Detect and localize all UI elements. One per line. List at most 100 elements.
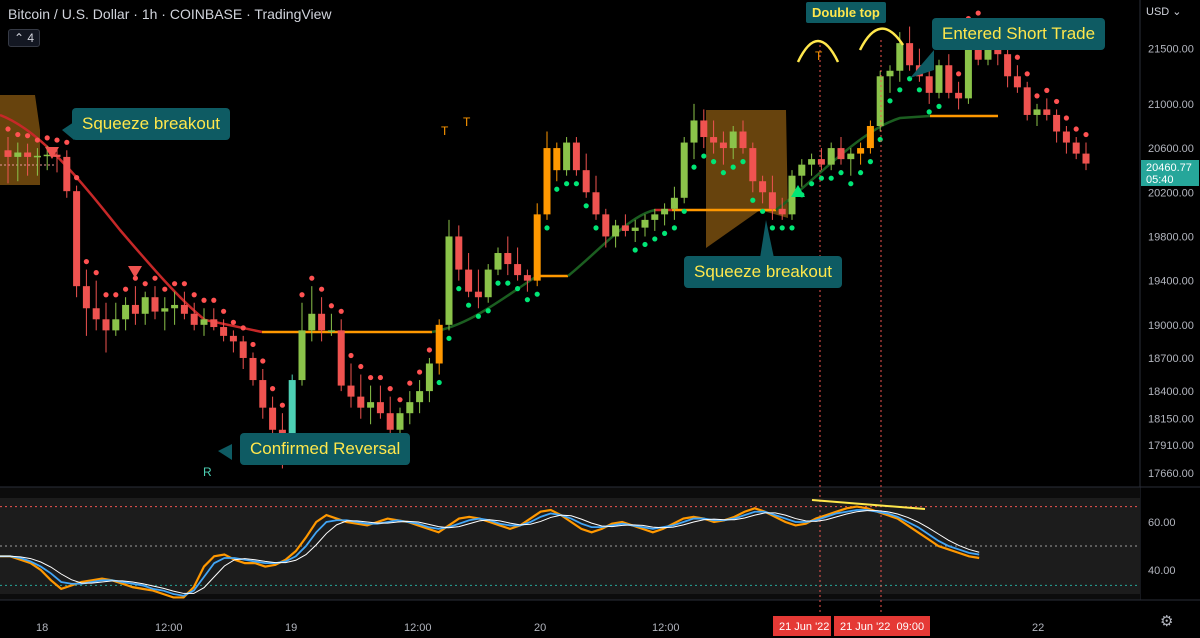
double-top-label: Double top bbox=[806, 2, 886, 23]
callout-entered-short-trade: Entered Short Trade bbox=[932, 18, 1106, 50]
trail-dot bbox=[544, 225, 550, 231]
candle-body bbox=[641, 219, 649, 228]
candle-body bbox=[112, 319, 120, 331]
trail-dot bbox=[426, 347, 432, 353]
trail-dot bbox=[417, 369, 423, 375]
candle-body bbox=[210, 319, 218, 328]
candle-body bbox=[729, 131, 737, 149]
candle-body bbox=[269, 407, 277, 430]
chart-header[interactable]: Bitcoin / U.S. Dollar · 1h · COINBASE · … bbox=[8, 6, 331, 22]
candle-body bbox=[396, 413, 404, 430]
candle-body bbox=[533, 214, 541, 281]
callout-squeeze-breakout-right: Squeeze breakout bbox=[684, 256, 842, 288]
candle-body bbox=[886, 70, 894, 77]
candle-body bbox=[563, 142, 571, 171]
trail-dot bbox=[975, 10, 981, 16]
candle-body bbox=[63, 156, 71, 192]
trail-dot bbox=[191, 292, 197, 298]
candle-body bbox=[582, 170, 590, 193]
trail-dot bbox=[769, 225, 776, 231]
price-axis[interactable]: 21500.00 21000.00 20600.00 20200.00 19800.00… bbox=[1148, 44, 1194, 480]
trail-dot bbox=[152, 275, 158, 281]
candle-body bbox=[33, 155, 41, 158]
symbol-name[interactable]: Bitcoin / U.S. Dollar bbox=[8, 6, 130, 22]
candle-body bbox=[866, 125, 874, 149]
candle-body bbox=[1062, 131, 1070, 143]
gear-icon[interactable]: ⚙ bbox=[1160, 613, 1174, 630]
candle-body bbox=[621, 225, 629, 231]
trail-dot bbox=[642, 241, 648, 248]
candle-body bbox=[92, 308, 100, 320]
callout-pointer-reversal bbox=[218, 444, 232, 460]
time-highlight-2-label: 21 Jun '22 09:00 bbox=[840, 621, 924, 633]
trail-dot bbox=[1063, 115, 1069, 121]
trail-dot bbox=[221, 308, 227, 314]
callout-pointer-squeeze-right bbox=[760, 220, 774, 258]
indicators-toggle[interactable]: ⌃ 4 bbox=[8, 29, 41, 47]
trail-dot bbox=[260, 358, 266, 364]
candle-body bbox=[504, 253, 512, 265]
candle-body bbox=[180, 304, 188, 314]
trail-dot bbox=[5, 126, 11, 132]
current-price-value: 20460.77 bbox=[1146, 162, 1192, 174]
trail-dot bbox=[368, 374, 374, 381]
trail-dot bbox=[1083, 131, 1089, 138]
candle-body bbox=[700, 120, 708, 138]
time-axis[interactable]: 18 12:00 19 12:00 20 12:00 22 21 Jun '22… bbox=[36, 616, 1044, 636]
candle-body bbox=[523, 275, 531, 281]
trail-dot bbox=[328, 303, 334, 309]
candle-body bbox=[788, 175, 796, 215]
interval[interactable]: 1h bbox=[141, 6, 158, 22]
trail-dot bbox=[181, 281, 187, 287]
price-tick: 21500.00 bbox=[1148, 44, 1194, 56]
candle-body bbox=[425, 363, 433, 392]
trail-dot bbox=[916, 87, 923, 93]
candle-body bbox=[308, 313, 316, 331]
time-tick-20: 20 bbox=[534, 622, 546, 634]
trail-dot bbox=[466, 302, 472, 308]
trail-dot bbox=[1034, 93, 1040, 99]
price-tick: 19400.00 bbox=[1148, 276, 1194, 288]
currency-selector[interactable]: USD ⌄ bbox=[1146, 5, 1182, 18]
candle-body bbox=[1082, 153, 1090, 164]
candle-body bbox=[347, 385, 355, 397]
trail-dot bbox=[123, 286, 129, 292]
trail-dot bbox=[103, 292, 109, 298]
trail-dot bbox=[632, 247, 638, 253]
candle-body bbox=[4, 150, 12, 157]
trail-dot bbox=[926, 109, 932, 115]
candle-body bbox=[906, 43, 914, 66]
callout-squeeze-breakout-left: Squeeze breakout bbox=[72, 108, 230, 140]
candle-body bbox=[955, 92, 963, 99]
candle-body bbox=[592, 192, 600, 215]
trail-dot bbox=[230, 319, 236, 325]
candle-body bbox=[318, 313, 326, 331]
candle-body bbox=[102, 319, 110, 331]
price-tick: 18700.00 bbox=[1148, 353, 1194, 365]
trail-dot bbox=[877, 136, 883, 143]
oscillator-k-line bbox=[0, 505, 980, 599]
trail-dot bbox=[534, 291, 540, 297]
candle-body bbox=[455, 236, 463, 270]
trail-dot bbox=[299, 292, 305, 298]
double-top-arc-1 bbox=[796, 40, 840, 63]
trail-dot bbox=[711, 159, 717, 165]
candle-body bbox=[964, 32, 972, 99]
trail-dot bbox=[789, 225, 795, 231]
candle-body bbox=[337, 330, 345, 386]
take-profit-marker-1: T bbox=[441, 124, 449, 138]
squeeze-box-right bbox=[706, 110, 788, 248]
bar-countdown: 05:40 bbox=[1146, 174, 1174, 186]
trail-dot bbox=[240, 325, 246, 331]
candle-body bbox=[171, 304, 179, 309]
take-profit-marker-3: T bbox=[815, 49, 823, 63]
candle-body bbox=[367, 402, 375, 408]
trail-dot bbox=[720, 170, 727, 176]
platform: TradingView bbox=[254, 6, 332, 22]
candle-body bbox=[229, 335, 237, 342]
trail-dot bbox=[652, 236, 658, 242]
candle-body bbox=[778, 208, 786, 215]
candle-body bbox=[406, 402, 414, 414]
candle-body bbox=[876, 76, 884, 126]
